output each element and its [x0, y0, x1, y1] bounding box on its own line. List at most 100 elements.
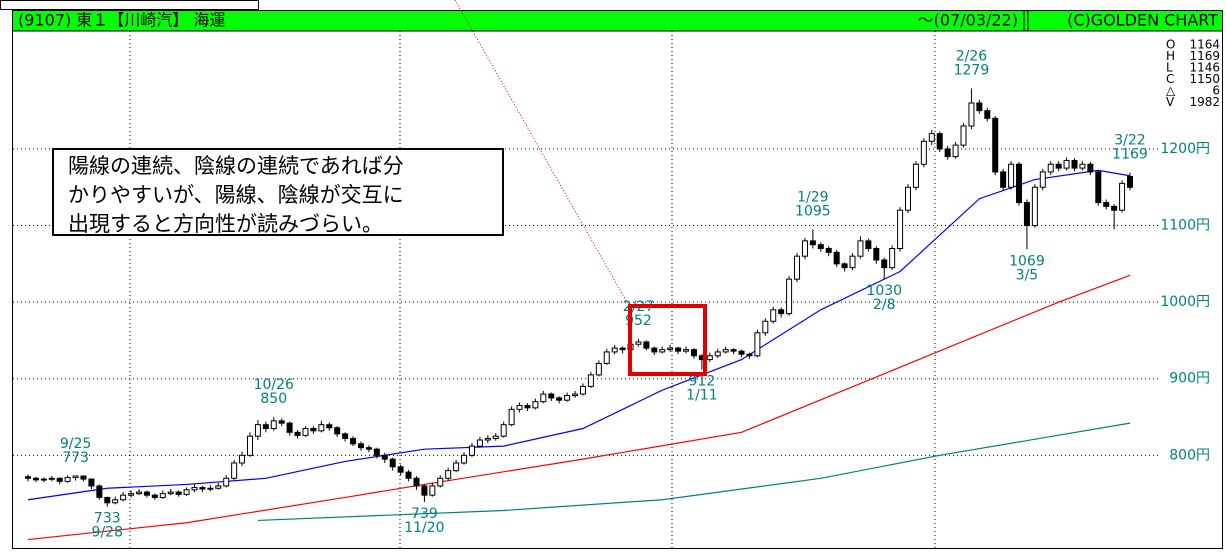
candle-body — [1095, 171, 1102, 204]
candle-body — [833, 251, 840, 265]
candle-body — [548, 393, 555, 399]
candle-body — [1031, 186, 1038, 227]
annotation: 1030 — [866, 283, 902, 299]
annotation: 3/5 — [1016, 267, 1039, 283]
candle-body — [318, 424, 325, 432]
info-value: 1150 — [1189, 72, 1220, 86]
candle-body — [326, 424, 333, 429]
candle-body — [683, 349, 690, 352]
candle-body — [48, 477, 55, 480]
header-code: (9107) 東１【川崎汽】 海運 — [18, 11, 225, 30]
candle-body — [1103, 202, 1110, 207]
candle-body — [722, 349, 729, 353]
annotation: 773 — [62, 450, 89, 466]
candle-body — [357, 443, 364, 449]
annotation: 1169 — [1112, 147, 1148, 163]
annotation: 1/11 — [686, 388, 717, 404]
candle-body — [231, 462, 238, 479]
candle-body — [96, 485, 103, 498]
candle-body — [40, 478, 47, 481]
y-tick-label: 1100円 — [1160, 218, 1210, 234]
candle-body — [1016, 163, 1023, 204]
candle-body — [738, 350, 745, 355]
candle-body — [1127, 176, 1133, 188]
info-value: 6 — [1212, 84, 1220, 98]
candle-body — [365, 447, 372, 450]
candle-body — [984, 110, 991, 119]
candle-body — [936, 133, 943, 150]
candle-body — [207, 487, 214, 490]
candle-body — [1055, 163, 1062, 169]
candle-body — [659, 349, 666, 353]
candle-body — [841, 263, 848, 269]
candle-body — [413, 477, 420, 487]
candle-body — [976, 102, 983, 112]
candle-body — [873, 248, 880, 261]
pointer-line — [454, 0, 629, 305]
candle-body — [667, 347, 674, 351]
candle-body — [801, 240, 808, 257]
candle-body — [690, 349, 697, 357]
info-label: V — [1166, 95, 1175, 109]
candle-body — [215, 485, 222, 489]
candle-body — [342, 433, 349, 439]
candle-body — [25, 476, 31, 479]
y-tick-label: 800円 — [1169, 447, 1210, 463]
candle-body — [579, 385, 586, 395]
candle-body — [1008, 163, 1015, 188]
candle-body — [1039, 171, 1046, 188]
candle-body — [1000, 171, 1007, 188]
candle-body — [191, 486, 198, 491]
candle-body — [920, 140, 927, 165]
candle-body — [746, 353, 753, 357]
candle-body — [897, 209, 904, 250]
candle-body — [1087, 163, 1094, 173]
candle-body — [1119, 182, 1126, 211]
candle-body — [1047, 163, 1054, 173]
candle-body — [1111, 205, 1118, 211]
candle-body — [905, 186, 912, 211]
candle-body — [445, 470, 452, 479]
candle-body — [595, 362, 602, 376]
annotation: 733 — [94, 511, 121, 527]
candle-body — [572, 393, 579, 397]
info-label: C — [1166, 72, 1174, 86]
candle-body — [397, 466, 404, 473]
candle-body — [944, 148, 951, 158]
candle-body — [239, 454, 246, 464]
candle-body — [754, 332, 761, 357]
candle-body — [476, 439, 483, 447]
candle-body — [1023, 202, 1030, 227]
candle-body — [199, 486, 206, 490]
candle-body — [468, 445, 475, 456]
annotation: 3/22 — [1114, 133, 1145, 149]
candle-body — [651, 347, 658, 353]
annotation: 2/8 — [873, 297, 896, 313]
candle-body — [246, 435, 253, 456]
candle-body — [587, 374, 594, 387]
candle-body — [524, 405, 531, 409]
candle-body — [453, 462, 460, 472]
candle-body — [310, 428, 317, 432]
candle-body — [461, 454, 468, 464]
candle-body — [881, 259, 888, 269]
candle-body — [421, 485, 428, 496]
y-tick-label: 1200円 — [1160, 141, 1210, 157]
candle-body — [262, 424, 269, 430]
highlight-box — [628, 304, 707, 376]
candle-body — [675, 347, 682, 352]
candle-body — [120, 494, 127, 501]
info-label: △ — [1166, 84, 1176, 98]
candle-body — [302, 428, 309, 436]
candle-body — [167, 491, 174, 495]
candle-body — [564, 395, 571, 401]
annotation: 10/26 — [254, 377, 294, 393]
candle-body — [88, 478, 95, 487]
candle-body — [865, 240, 872, 250]
callout: 陽線の連続、陰線の連続であれば分 かりやすいが、陽線、陰線が交互に 出現すると方… — [52, 148, 504, 236]
candle-body — [135, 491, 142, 495]
candle-body — [437, 477, 444, 487]
callout-line: 出現すると方向性が読みづらい。 — [68, 212, 383, 236]
candle-body — [857, 240, 864, 257]
